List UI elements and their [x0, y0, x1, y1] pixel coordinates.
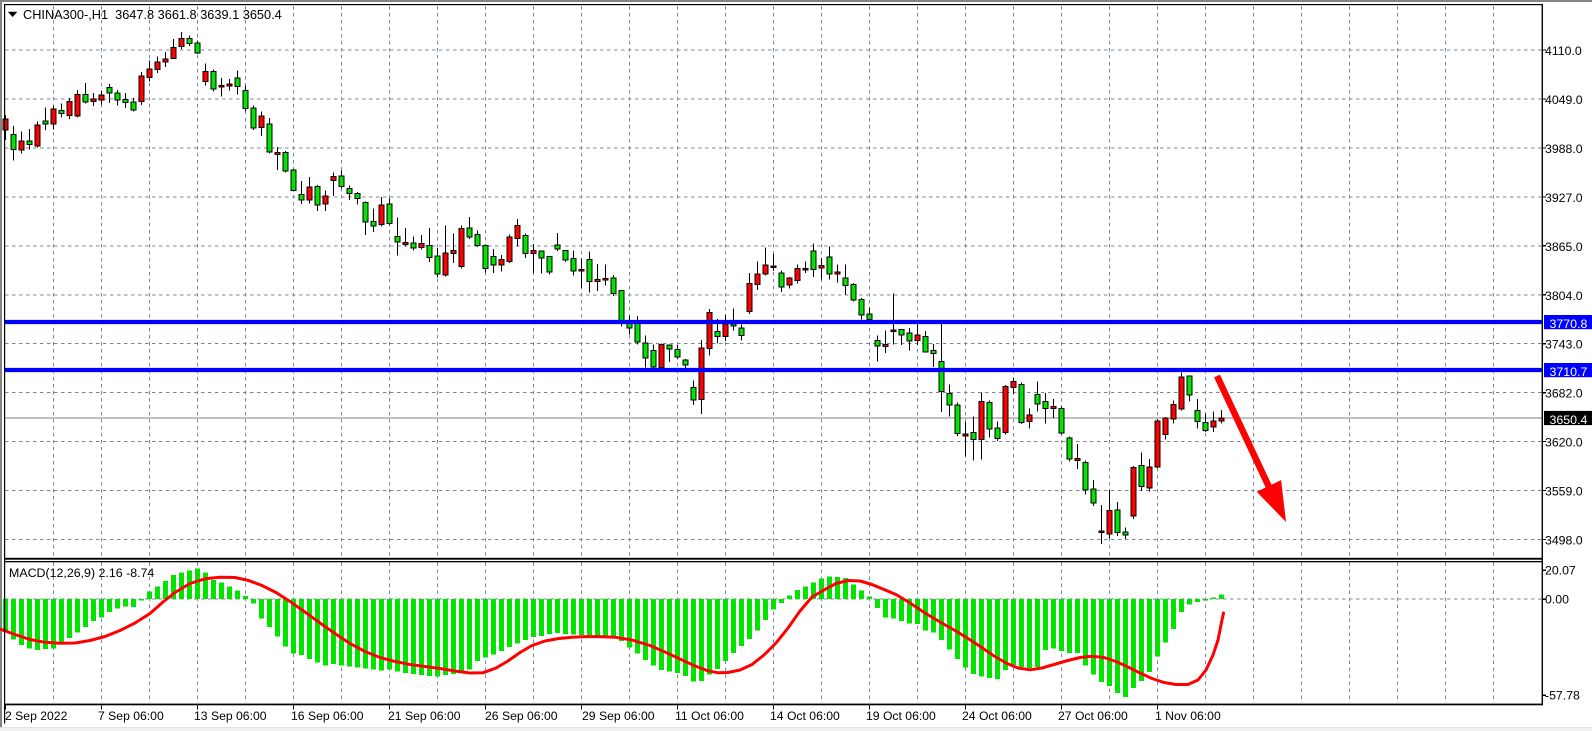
svg-text:3559.0: 3559.0	[1545, 485, 1583, 499]
svg-text:3650.4: 3650.4	[1550, 413, 1588, 427]
svg-text:3743.0: 3743.0	[1545, 338, 1583, 352]
svg-text:4049.0: 4049.0	[1545, 93, 1583, 107]
svg-text:29 Sep 06:00: 29 Sep 06:00	[582, 709, 655, 723]
svg-text:3770.8: 3770.8	[1550, 317, 1588, 331]
svg-text:-57.78: -57.78	[1545, 688, 1580, 702]
svg-text:24 Oct 06:00: 24 Oct 06:00	[962, 709, 1032, 723]
svg-text:3804.0: 3804.0	[1545, 289, 1583, 303]
svg-text:13 Sep 06:00: 13 Sep 06:00	[194, 709, 267, 723]
svg-text:26 Sep 06:00: 26 Sep 06:00	[485, 709, 558, 723]
svg-text:3498.0: 3498.0	[1545, 534, 1583, 548]
svg-text:19 Oct 06:00: 19 Oct 06:00	[866, 709, 936, 723]
svg-text:3620.0: 3620.0	[1545, 436, 1583, 450]
svg-text:4110.0: 4110.0	[1545, 44, 1582, 58]
svg-text:CHINA300-,H1 3647.8 3661.8 36: CHINA300-,H1 3647.8 3661.8 3639.1 3650.4	[23, 7, 282, 22]
svg-text:MACD(12,26,9) 2.16 -8.74: MACD(12,26,9) 2.16 -8.74	[9, 566, 154, 580]
svg-text:11 Oct 06:00: 11 Oct 06:00	[675, 709, 744, 723]
svg-text:21 Sep 06:00: 21 Sep 06:00	[388, 709, 461, 723]
svg-text:27 Oct 06:00: 27 Oct 06:00	[1058, 709, 1128, 723]
svg-text:16 Sep 06:00: 16 Sep 06:00	[291, 709, 364, 723]
svg-text:3988.0: 3988.0	[1545, 142, 1583, 156]
svg-text:1 Nov 06:00: 1 Nov 06:00	[1155, 709, 1221, 723]
svg-text:0.00: 0.00	[1545, 592, 1569, 606]
svg-text:7 Sep 06:00: 7 Sep 06:00	[98, 709, 164, 723]
svg-text:3710.7: 3710.7	[1550, 365, 1588, 379]
svg-text:3927.0: 3927.0	[1545, 191, 1583, 205]
svg-text:3865.0: 3865.0	[1545, 240, 1583, 254]
svg-text:2 Sep 2022: 2 Sep 2022	[5, 709, 68, 723]
svg-text:3682.0: 3682.0	[1545, 387, 1583, 401]
svg-text:14 Oct 06:00: 14 Oct 06:00	[770, 709, 840, 723]
svg-text:20.07: 20.07	[1545, 564, 1576, 578]
